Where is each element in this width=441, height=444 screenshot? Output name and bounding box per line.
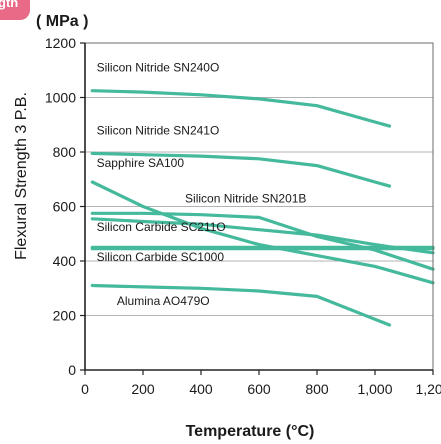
y-tick-label: 1200 [45, 35, 76, 51]
series-annotation: Alumina AO479O [117, 294, 210, 308]
series-line [90, 283, 392, 327]
y-tick-label: 200 [53, 308, 77, 324]
x-tick-label: 400 [189, 381, 213, 397]
series-annotation: Silicon Carbide SC1000 [97, 250, 225, 264]
corner-tag: gth [0, 0, 30, 20]
y-axis-label: Flexural Strength 3 P.B. [13, 92, 30, 260]
series-line [90, 151, 392, 188]
x-tick-label: 0 [81, 381, 89, 397]
corner-tag-text: gth [0, 0, 19, 10]
series-line [90, 89, 392, 128]
y-tick-label: 1000 [45, 90, 76, 106]
y-tick-label: 800 [53, 144, 77, 160]
x-tick-label: 600 [247, 381, 271, 397]
series-annotation: Silicon Carbide SC211O [97, 220, 226, 234]
series-annotation: Sapphire SA100 [97, 156, 185, 170]
series-annotation: Silicon Nitride SN201B [185, 191, 306, 205]
x-axis-label: Temperature (°C) [186, 423, 315, 440]
tick-layer: 0 200 400 600 800 1,000 1,200 0 200 400 600 800 1000… [45, 35, 441, 397]
series-line [90, 180, 435, 285]
x-tick-label: 200 [131, 381, 155, 397]
x-tick-label: 1,200 [415, 381, 441, 397]
series-line [90, 217, 435, 255]
y-tick-label: 0 [68, 362, 76, 378]
annotation-layer: Silicon Nitride SN240O Silicon Nitride SN… [97, 61, 307, 309]
y-tick-label: 600 [53, 199, 77, 215]
series-annotation: Silicon Nitride SN240O [97, 61, 220, 75]
x-tick-label: 800 [305, 381, 329, 397]
x-tick-label: 1,000 [357, 381, 392, 397]
y-tick-label: 400 [53, 253, 77, 269]
series-annotation: Silicon Nitride SN241O [97, 123, 220, 137]
series-layer [90, 89, 435, 327]
unit-label: ( MPa ) [36, 13, 88, 30]
